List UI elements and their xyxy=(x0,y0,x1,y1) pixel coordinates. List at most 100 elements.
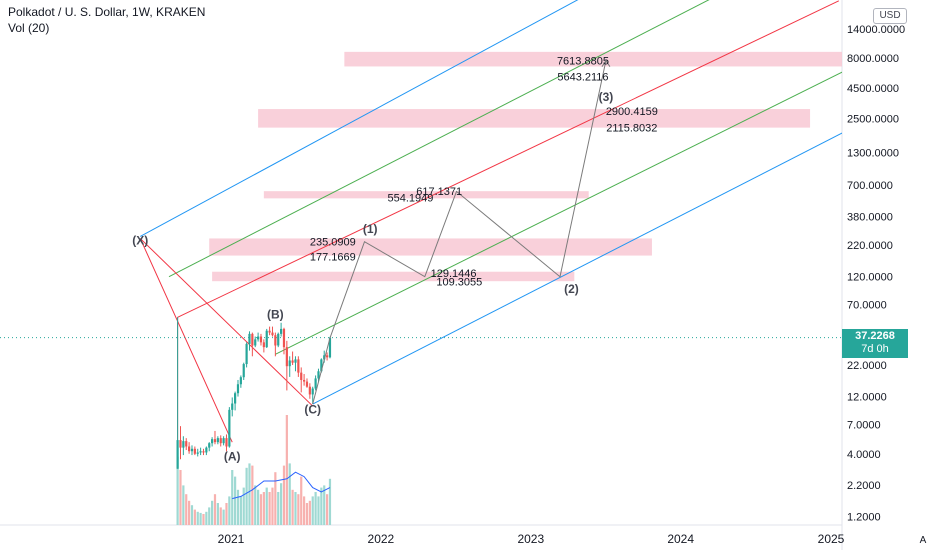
auto-scale-toggle[interactable]: A xyxy=(914,532,932,550)
elliott-wave-path xyxy=(312,60,607,405)
volume-bar xyxy=(314,492,317,525)
volume-bar xyxy=(219,507,222,525)
symbol-title: Polkadot / U. S. Dollar, 1W, KRAKEN xyxy=(8,5,206,19)
target-zone xyxy=(263,191,589,199)
volume-bar xyxy=(262,492,265,525)
volume-bar xyxy=(182,485,185,525)
level-label: 2115.8032 xyxy=(606,123,657,135)
volume-bar xyxy=(328,478,332,525)
volume-bar xyxy=(222,509,225,525)
candle-body xyxy=(305,381,309,387)
channel-line xyxy=(312,132,842,405)
candle-body xyxy=(248,333,251,344)
volume-bar xyxy=(325,494,329,525)
candle xyxy=(291,351,294,365)
candle xyxy=(265,328,268,348)
currency-button[interactable]: USD xyxy=(873,8,907,24)
channel-line xyxy=(275,71,842,355)
candle-body xyxy=(259,336,263,343)
candle-body xyxy=(325,355,329,358)
candle-body xyxy=(303,379,306,382)
wave-label: (3) xyxy=(599,90,614,104)
candle-body xyxy=(176,440,179,469)
candle xyxy=(303,374,306,386)
price-tick-label: 4.0000 xyxy=(847,449,881,461)
wave-arrow-head xyxy=(601,59,611,67)
price-tick-label: 220.0000 xyxy=(847,240,893,252)
candle xyxy=(202,448,205,456)
volume-bar xyxy=(308,500,311,525)
candle-body xyxy=(213,439,217,443)
candle-body xyxy=(297,359,300,373)
candle-body xyxy=(228,409,231,447)
volume-bar xyxy=(208,507,211,525)
candle-body xyxy=(231,403,234,410)
candle xyxy=(199,447,202,456)
candle xyxy=(222,436,225,446)
candle-body xyxy=(216,438,219,443)
candle-body xyxy=(320,359,323,372)
volume-bar xyxy=(294,492,297,525)
volume-bar xyxy=(231,470,234,525)
candle-body xyxy=(328,337,332,358)
candle-body xyxy=(291,360,294,363)
target-zone xyxy=(212,271,575,282)
candle xyxy=(205,446,208,456)
candle-body xyxy=(242,364,245,378)
wave-label: (X) xyxy=(132,234,148,248)
candle-body xyxy=(254,339,257,346)
volume-bar xyxy=(271,487,274,525)
level-label: 5643.2116 xyxy=(557,72,608,84)
channel-line xyxy=(168,0,710,278)
volume-bar xyxy=(300,476,303,525)
price-tick-label: 14000.0000 xyxy=(847,24,905,36)
candle xyxy=(274,332,277,357)
candle-body xyxy=(190,448,194,452)
candle xyxy=(314,375,317,391)
price-tick-label: 1.2000 xyxy=(847,511,881,523)
volume-bar xyxy=(282,465,286,525)
volume-indicator-label: Vol (20) xyxy=(8,21,50,35)
price-tick-label: 70.0000 xyxy=(847,300,887,312)
candle xyxy=(182,436,185,456)
last-price-value: 37.2268 xyxy=(855,330,895,342)
target-zone xyxy=(344,51,842,67)
correction-line xyxy=(139,238,233,443)
wave-label: (1) xyxy=(363,222,378,236)
volume-bar xyxy=(297,494,300,525)
candle xyxy=(285,340,288,391)
candle xyxy=(176,317,179,469)
candle xyxy=(282,327,286,355)
volume-bar xyxy=(179,470,182,525)
candle-body xyxy=(211,439,214,444)
level-label: 109.3055 xyxy=(436,277,482,289)
volume-bar xyxy=(196,511,199,525)
candle xyxy=(248,331,251,351)
candle-body xyxy=(219,438,222,444)
level-label: 2900.4159 xyxy=(606,106,658,118)
candle xyxy=(325,352,329,361)
volume-bar xyxy=(251,465,254,525)
volume-bar xyxy=(190,505,194,525)
candle xyxy=(288,356,291,377)
candle-body xyxy=(285,347,288,367)
level-label: 554.1949 xyxy=(388,192,434,204)
candle-body xyxy=(245,343,248,365)
time-tick-label: 2024 xyxy=(667,532,694,546)
volume-bar xyxy=(317,496,320,525)
volume-bar xyxy=(305,503,309,525)
candle-body xyxy=(288,360,291,367)
volume-bar xyxy=(176,456,179,525)
candle xyxy=(225,434,228,452)
candle-body xyxy=(300,372,303,380)
candle-body xyxy=(199,451,202,453)
candle xyxy=(251,332,254,357)
candle xyxy=(308,383,311,399)
candle-body xyxy=(225,438,228,447)
candle xyxy=(317,368,320,382)
volume-bar xyxy=(245,467,248,525)
channel-line xyxy=(140,0,579,237)
candle-body xyxy=(208,443,211,448)
candle xyxy=(280,322,283,337)
